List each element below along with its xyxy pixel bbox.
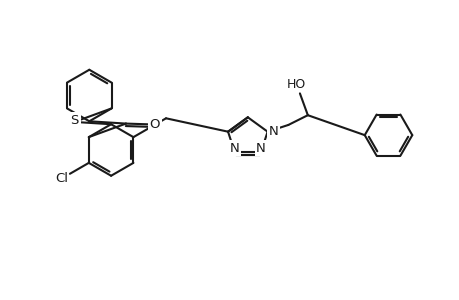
Text: N: N (268, 125, 278, 138)
Text: N: N (256, 142, 265, 154)
Text: O: O (150, 118, 161, 131)
Text: N: N (229, 142, 239, 154)
Text: O: O (149, 118, 160, 131)
Text: HO: HO (285, 78, 305, 91)
Text: Cl: Cl (55, 172, 67, 185)
Text: S: S (70, 114, 78, 128)
